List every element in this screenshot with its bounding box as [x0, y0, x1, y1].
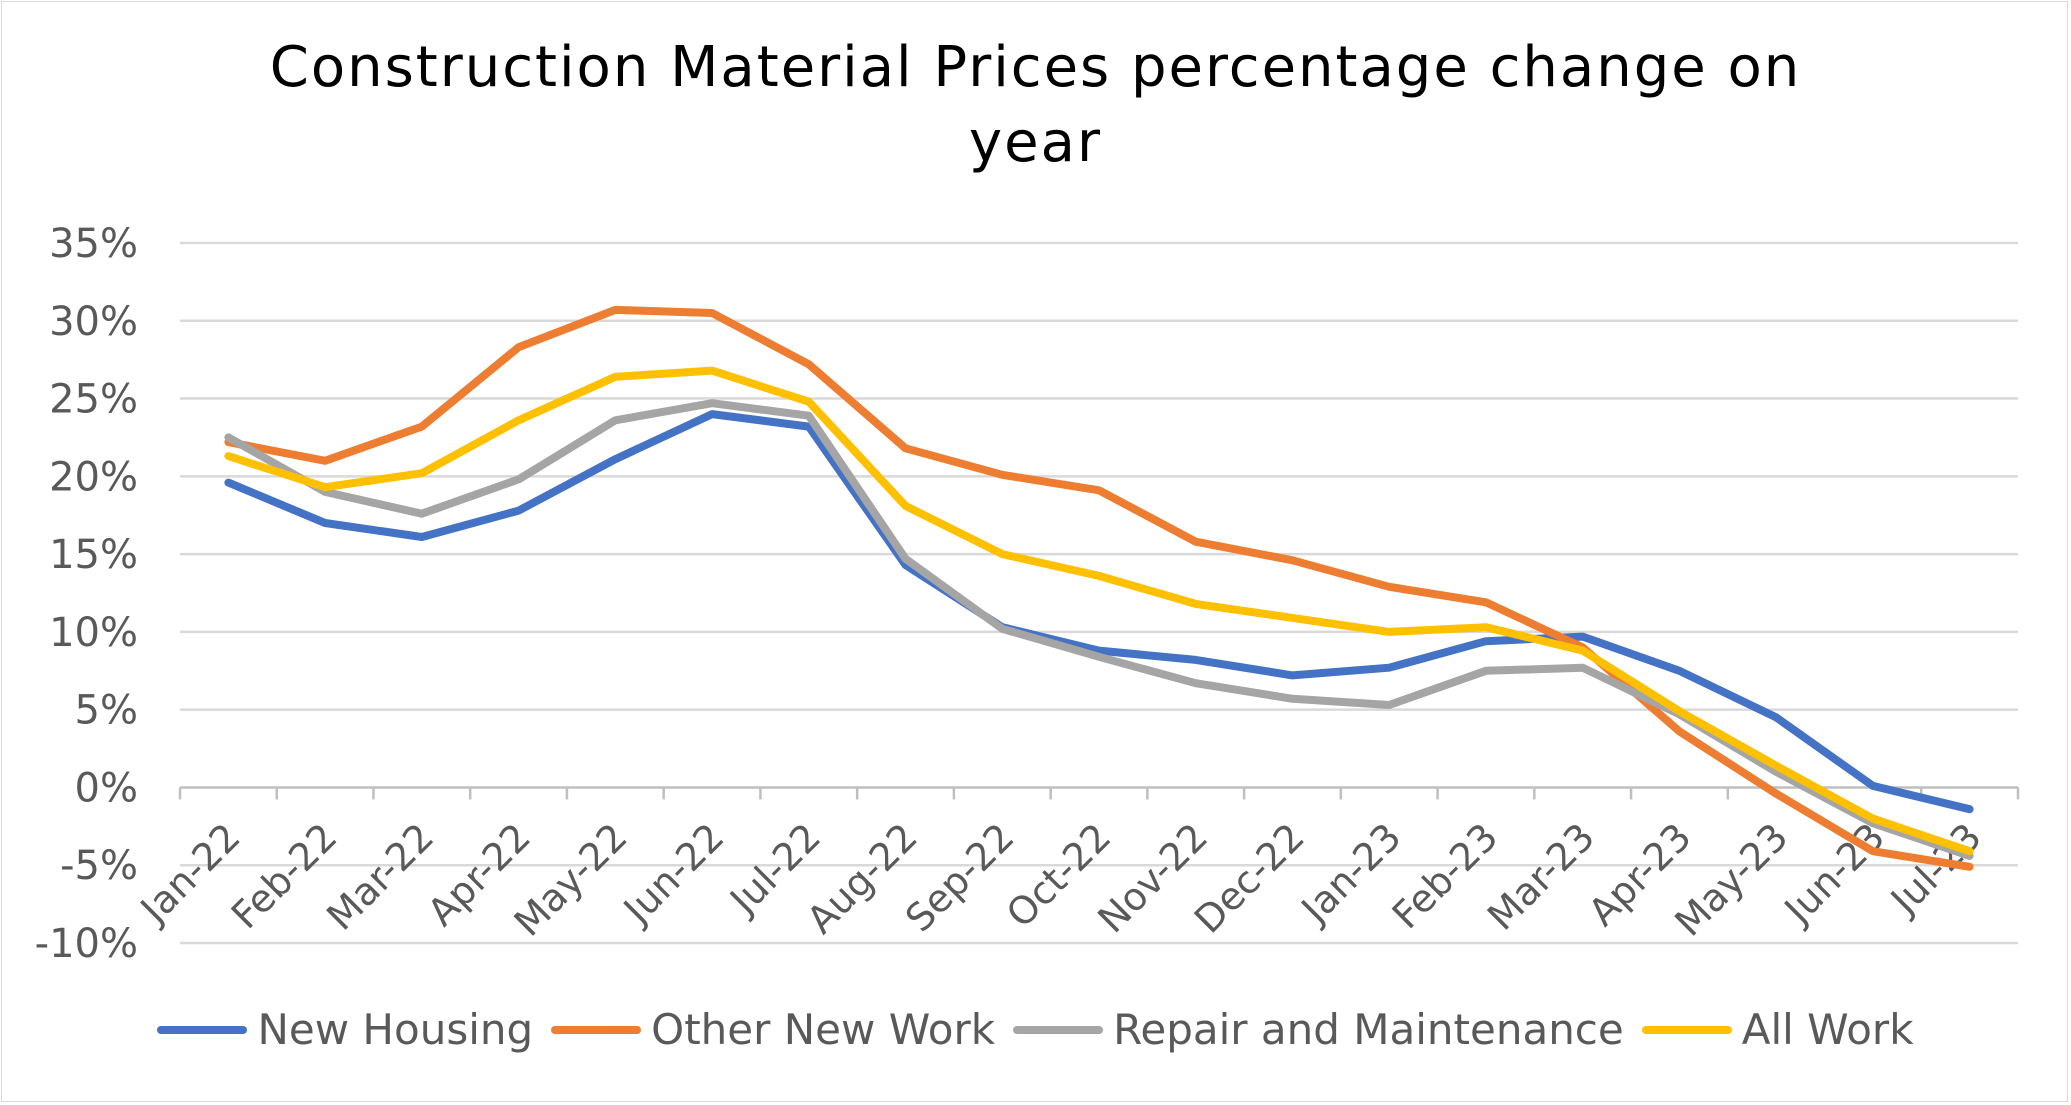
series-line-all-work — [224, 366, 1974, 856]
y-tick-label: -10% — [35, 921, 138, 967]
chart-title: Construction Material Prices percentage … — [0, 30, 2071, 180]
legend-swatch — [1641, 1025, 1732, 1034]
legend-item: All Work — [1641, 1005, 1914, 1054]
x-tick-label: Mar-22 — [318, 815, 442, 939]
x-tick-label: Mar-23 — [1479, 815, 1603, 939]
series-lines — [224, 305, 1974, 871]
gridlines — [180, 241, 2018, 945]
x-axis — [178, 786, 2020, 800]
legend-item: Repair and Maintenance — [1013, 1005, 1624, 1054]
y-tick-label: 0% — [75, 765, 138, 811]
chart-title-line-2: year — [969, 110, 1102, 175]
x-tick-label: Feb-23 — [1384, 815, 1507, 938]
x-tick-label: Dec-22 — [1186, 815, 1313, 942]
legend-swatch — [1013, 1025, 1104, 1034]
series-line-other-new-work — [224, 305, 1974, 871]
legend-swatch — [551, 1025, 642, 1034]
y-tick-label: 5% — [75, 688, 138, 734]
y-axis-tick-labels: 35% 30% 25% 20% 15% 10% 5% 0% -5% -10% — [35, 221, 138, 967]
y-tick-label: 20% — [49, 454, 138, 500]
y-tick-label: 35% — [49, 221, 138, 267]
legend-label: Other New Work — [651, 1005, 996, 1054]
x-tick-label: Jun-22 — [614, 815, 732, 933]
x-axis-tick-labels: Jan-22Feb-22Mar-22Apr-22May-22Jun-22Jul-… — [131, 815, 1990, 945]
legend-item: Other New Work — [551, 1005, 995, 1054]
y-tick-label: 25% — [49, 377, 138, 423]
y-tick-label: -5% — [60, 843, 138, 889]
x-tick-label: Aug-22 — [798, 815, 925, 942]
legend-label: Repair and Maintenance — [1113, 1005, 1624, 1054]
chart-title-line-1: Construction Material Prices percentage … — [269, 35, 1802, 100]
legend-label: New Housing — [257, 1005, 534, 1054]
series-line-new-housing — [224, 410, 1974, 814]
legend-item: New Housing — [157, 1005, 533, 1054]
x-tick-label: Feb-22 — [223, 815, 346, 938]
legend-label: All Work — [1741, 1005, 1914, 1054]
legend: New Housing Other New Work Repair and Main… — [0, 1005, 2071, 1054]
legend-swatch — [157, 1025, 248, 1034]
y-tick-label: 15% — [49, 532, 138, 578]
y-tick-label: 10% — [49, 610, 138, 656]
x-tick-label: Sep-22 — [897, 815, 1023, 941]
y-tick-label: 30% — [49, 299, 138, 345]
